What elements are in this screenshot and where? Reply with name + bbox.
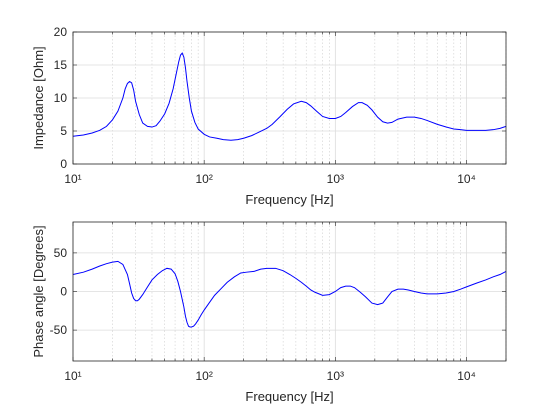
y-tick-label: 5 — [60, 124, 67, 138]
x-tick-label: 10⁴ — [457, 369, 476, 383]
impedance-series-line — [72, 52, 507, 141]
y-tick-label: 50 — [54, 246, 68, 260]
y-tick-label: 15 — [54, 58, 68, 72]
impedance-ticks: 10¹ 10² 10³ 10⁴ 0 5 10 15 20 — [54, 25, 507, 186]
y-tick-label: 10 — [54, 91, 68, 105]
y-tick-label: 0 — [60, 285, 67, 299]
phase-chart: 10¹ 10² 10³ 10⁴ -50 0 50 Frequency [Hz] Phase … — [31, 221, 507, 404]
x-tick-label: 10¹ — [64, 369, 81, 383]
phase-series-line — [72, 260, 507, 328]
y-tick-label: 20 — [54, 25, 68, 39]
impedance-chart: 10¹ 10² 10³ 10⁴ 0 5 10 15 20 Frequency [Hz] Impe… — [31, 25, 507, 207]
impedance-axes-frame — [72, 31, 507, 165]
impedance-grid — [72, 31, 507, 165]
x-tick-label: 10³ — [327, 172, 344, 186]
phase-axes-frame — [72, 221, 507, 362]
phase-y-axis-label: Phase angle [Degrees] — [31, 225, 46, 357]
x-tick-label: 10¹ — [64, 172, 81, 186]
phase-grid — [72, 222, 507, 361]
x-tick-label: 10² — [195, 369, 212, 383]
y-tick-label: -50 — [50, 323, 68, 337]
impedance-x-axis-label: Frequency [Hz] — [245, 192, 333, 207]
x-tick-label: 10⁴ — [457, 172, 476, 186]
x-tick-label: 10² — [195, 172, 212, 186]
phase-x-axis-label: Frequency [Hz] — [245, 389, 333, 404]
y-tick-label: 0 — [60, 157, 67, 171]
impedance-y-axis-label: Impedance [Ohm] — [31, 46, 46, 149]
x-tick-label: 10³ — [327, 369, 344, 383]
